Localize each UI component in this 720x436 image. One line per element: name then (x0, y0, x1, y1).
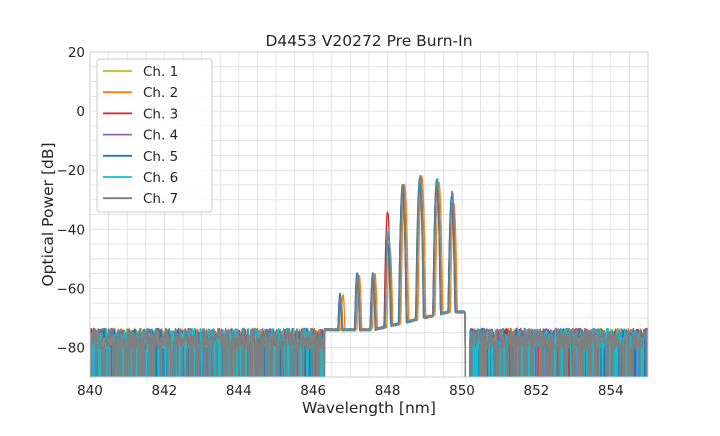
legend-label-ch5: Ch. 5 (143, 149, 178, 165)
x-tick-label: 846 (300, 383, 326, 399)
y-tick-label: −60 (57, 281, 86, 297)
y-tick-label: −80 (57, 340, 86, 356)
legend-label-ch4: Ch. 4 (143, 128, 178, 144)
tick-label-layer: 840 842 844 846 848 850 852 854 −80 −60 −40 −20 0 20 (57, 45, 624, 399)
x-axis-label: Wavelength [nm] (302, 399, 436, 417)
x-tick-label: 842 (152, 383, 178, 399)
y-tick-label: 20 (68, 45, 85, 61)
x-tick-label: 852 (524, 383, 550, 399)
legend: Ch. 1 Ch. 2 Ch. 3 Ch. 4 Ch. 5 Ch. 6 Ch. 7 (96, 58, 213, 213)
x-tick-label: 844 (226, 383, 252, 399)
legend-box (96, 58, 213, 213)
x-tick-label: 840 (77, 383, 103, 399)
y-tick-label: −40 (57, 222, 86, 238)
y-tick-label: 0 (76, 104, 85, 120)
series-line-ch7 (90, 174, 648, 377)
series-layer (90, 174, 648, 377)
y-tick-label: −20 (57, 163, 86, 179)
x-tick-label: 848 (375, 383, 401, 399)
y-axis-label: Optical Power [dB] (39, 142, 57, 286)
legend-label-ch6: Ch. 6 (143, 170, 178, 186)
x-tick-label: 850 (449, 383, 475, 399)
legend-label-ch3: Ch. 3 (143, 106, 178, 122)
legend-label-ch7: Ch. 7 (143, 191, 178, 207)
legend-label-ch2: Ch. 2 (143, 85, 178, 101)
legend-label-ch1: Ch. 1 (143, 64, 178, 80)
chart-title: D4453 V20272 Pre Burn-In (265, 32, 472, 50)
plot-frame (89, 51, 649, 378)
x-tick-label: 854 (598, 383, 624, 399)
